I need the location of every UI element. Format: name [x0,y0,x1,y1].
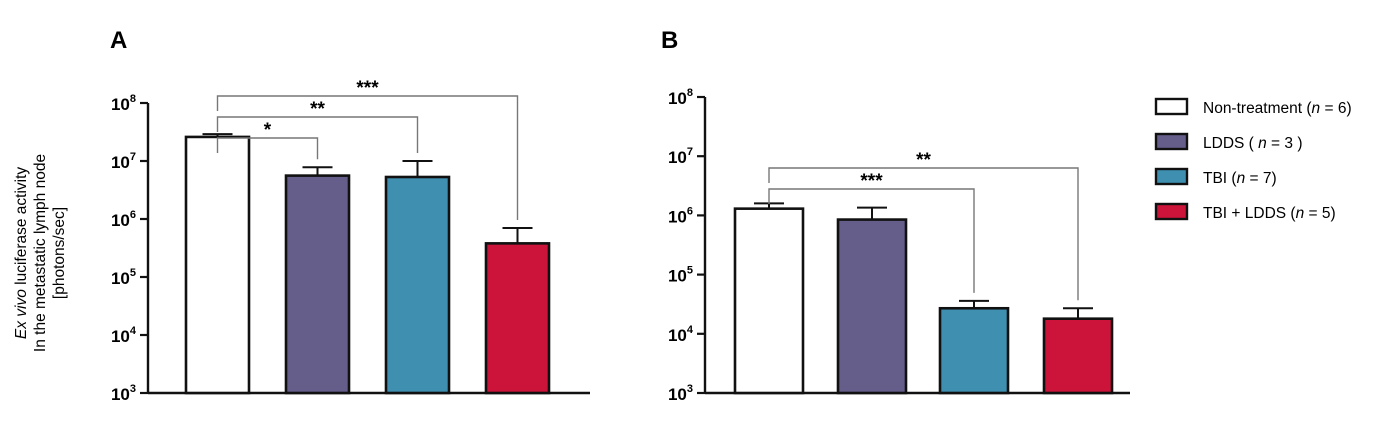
bar-non-treatment [184,135,251,395]
bar-tbi-ldds [484,242,551,395]
y-tick-label: 107 [668,146,693,167]
y-tick-label: 104 [111,325,137,346]
y-tick-label: 104 [668,324,694,345]
legend-item-label: TBI (n = 7) [1203,170,1277,187]
y-tick-label: 106 [668,205,693,226]
y-tick-label: 105 [111,267,136,288]
y-tick-label: 108 [111,93,136,114]
legend-swatch [1154,132,1189,151]
bar-tbi [384,175,451,395]
y-tick-label: 103 [668,383,693,404]
significance-bracket [768,167,1079,301]
significance-label: ** [916,150,931,171]
legend-item-label: Non-treatment (n = 6) [1203,100,1352,117]
y-tick-label: 103 [111,383,136,404]
bar-non-treatment [733,207,805,395]
legend-swatch [1154,202,1189,221]
significance-label: *** [860,171,883,192]
significance-label: ** [310,99,325,120]
bar-ldds [836,218,908,395]
y-tick-label: 108 [668,87,693,108]
significance-bracket [768,188,975,293]
panel-a: A 103 104 105 106 107 108 Ex vivo luciferase ac… [13,27,590,404]
significance-label: * [264,120,272,141]
significance-bracket [216,137,319,160]
legend-swatch [1154,97,1189,116]
y-tick-label: 106 [111,209,136,230]
legend-item-label: LDDS ( n = 3 ) [1203,135,1303,152]
significance-bracket [216,116,419,153]
panel-letter: A [110,27,127,54]
legend-swatch [1154,167,1189,186]
panel-letter: B [661,27,678,54]
bar-ldds [284,174,351,395]
y-tick-label: 107 [111,151,136,172]
legend: Non-treatment (n = 6) LDDS ( n = 3 ) TBI (… [1154,97,1352,222]
bar-tbi [938,306,1010,395]
bar-tbi-ldds [1042,317,1114,395]
significance-label: *** [356,78,379,99]
y-axis-label: Ex vivo luciferase activity In the metast… [13,154,68,352]
significance-bracket [216,95,519,220]
y-tick-label: 105 [668,265,693,286]
legend-item-label: TBI + LDDS (n = 5) [1203,205,1336,222]
